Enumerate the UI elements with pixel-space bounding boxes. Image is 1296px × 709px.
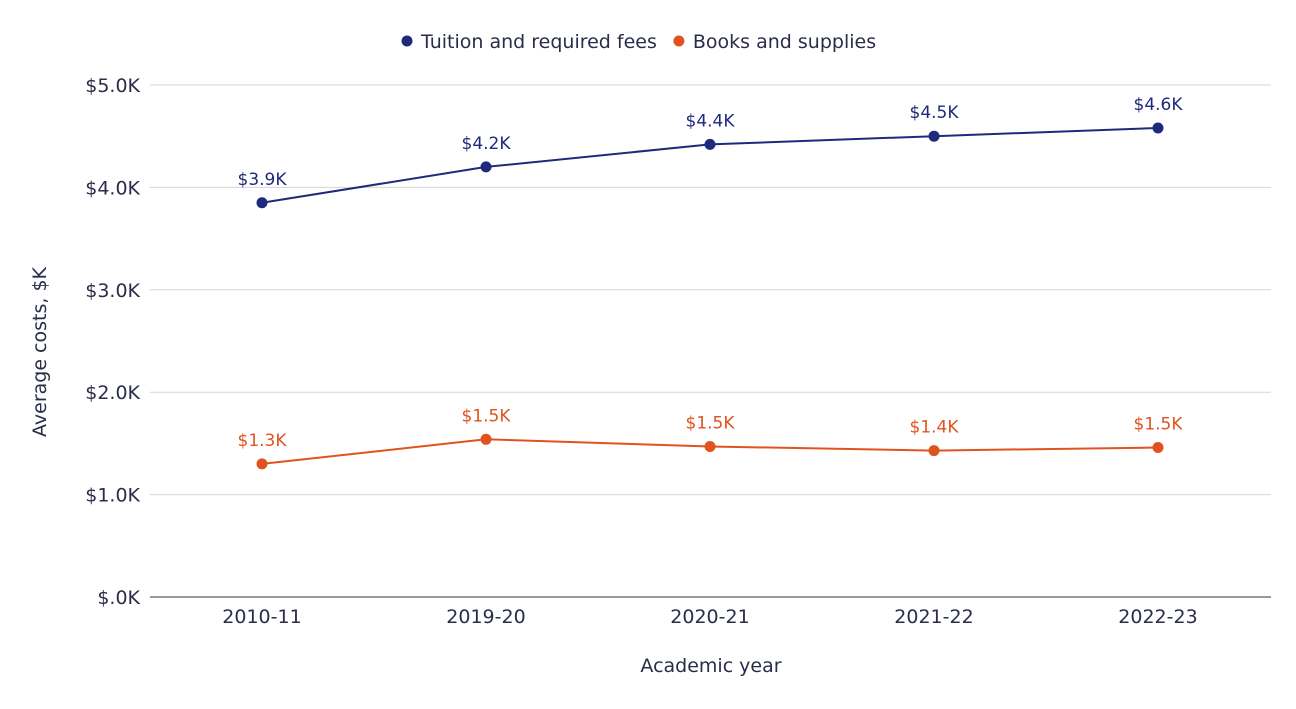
y-tick-label: $3.0K [85,280,140,302]
y-tick-label: $.0K [97,587,140,609]
legend-marker [401,35,413,47]
legend-item[interactable]: Books and supplies [673,31,876,53]
data-point[interactable] [256,197,268,209]
grid-layer [150,84,1271,598]
x-tick-label: 2021-22 [894,606,973,628]
data-label: $4.4K [686,111,736,131]
data-point[interactable] [928,445,940,457]
x-tick-label: 2019-20 [446,606,525,628]
x-tick-label: 2010-11 [222,606,301,628]
x-axis-ticks: 2010-11 2019-20 2020-21 2021-22 2022-23 [222,606,1197,628]
y-axis-title: Average costs, $K [29,266,51,437]
data-label: $3.9K [238,170,288,190]
data-label: $4.6K [1134,95,1184,115]
series-0: $3.9K $4.2K $4.4K $4.5K $4.6K [238,95,1184,209]
data-point[interactable] [928,130,940,142]
data-label: $1.5K [686,413,736,433]
legend-label: Books and supplies [693,31,876,53]
data-label: $1.5K [462,406,512,426]
x-axis-title: Academic year [640,655,781,677]
data-point[interactable] [704,440,716,452]
series-layer: $3.9K $4.2K $4.4K $4.5K $4.6K $1.3K $1.5K $1.5K… [238,95,1184,470]
data-label: $4.5K [910,103,960,123]
y-tick-label: $4.0K [85,177,140,199]
data-label: $1.4K [910,418,960,438]
y-axis-ticks: $.0K $1.0K $2.0K $3.0K $4.0K $5.0K [85,75,140,609]
data-label: $1.3K [238,431,288,451]
data-point[interactable] [704,138,716,150]
data-label: $4.2K [462,134,512,154]
series-1: $1.3K $1.5K $1.5K $1.4K $1.5K [238,406,1184,470]
data-point[interactable] [256,458,268,470]
y-tick-label: $2.0K [85,382,140,404]
data-point[interactable] [1152,441,1164,453]
legend-marker [673,35,685,47]
y-tick-label: $5.0K [85,75,140,97]
legend-label: Tuition and required fees [420,31,657,53]
x-tick-label: 2020-21 [670,606,749,628]
data-label: $1.5K [1134,414,1184,434]
data-point[interactable] [480,161,492,173]
legend-item[interactable]: Tuition and required fees [401,31,657,53]
data-point[interactable] [480,433,492,445]
y-tick-label: $1.0K [85,485,140,507]
x-tick-label: 2022-23 [1118,606,1197,628]
legend[interactable]: Tuition and required fees Books and suppl… [401,31,877,53]
data-point[interactable] [1152,122,1164,134]
